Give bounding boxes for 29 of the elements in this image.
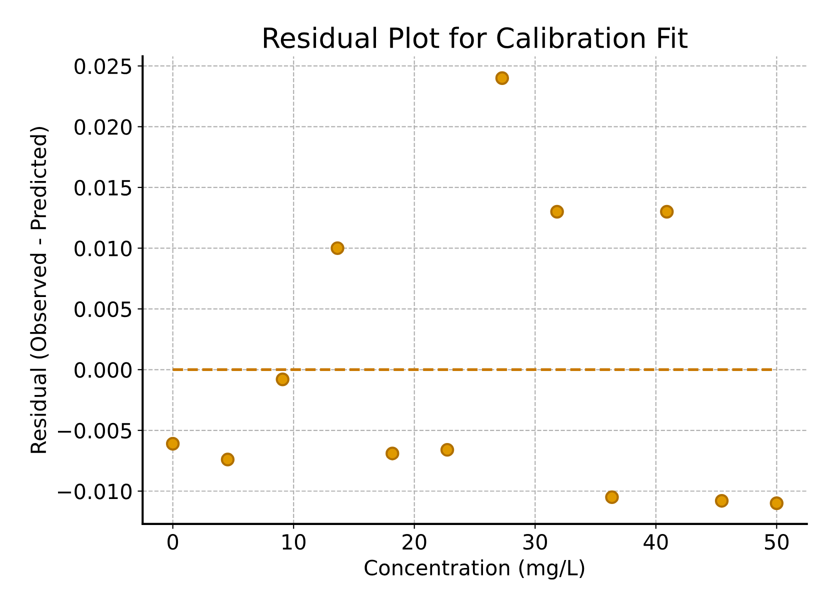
y-tick-label: 0.015 [74,180,132,196]
point [660,204,674,219]
point [386,446,400,460]
point [605,490,619,504]
point [330,241,344,256]
point [495,71,510,85]
x-tick-label: 0 [168,534,178,550]
y-tick-label: 0.000 [74,362,132,378]
point [770,496,784,510]
point [166,436,180,451]
y-axis-title: Residual (Observed - Predicted) [30,127,49,453]
x-tick-label: 20 [402,534,426,550]
y-tick-label: −0.005 [58,422,132,439]
x-tick-label: 50 [765,534,789,550]
y-tick-label: 0.025 [74,58,132,74]
x-axis-title: Concentration (mg/L) [364,559,584,580]
y-tick-label: 0.005 [74,301,132,318]
y-tick-label: 0.010 [74,240,132,256]
point [276,372,290,386]
chart-title: Residual Plot for Calibration Fit [264,26,688,48]
point [550,204,564,219]
y-tick-label: −0.010 [58,484,132,500]
point [440,442,454,457]
point [220,452,235,466]
point [714,494,729,508]
x-tick-label: 40 [644,534,668,550]
y-tick-label: 0.020 [74,119,132,135]
x-tick-label: 30 [523,534,547,550]
x-tick-label: 10 [282,534,306,550]
